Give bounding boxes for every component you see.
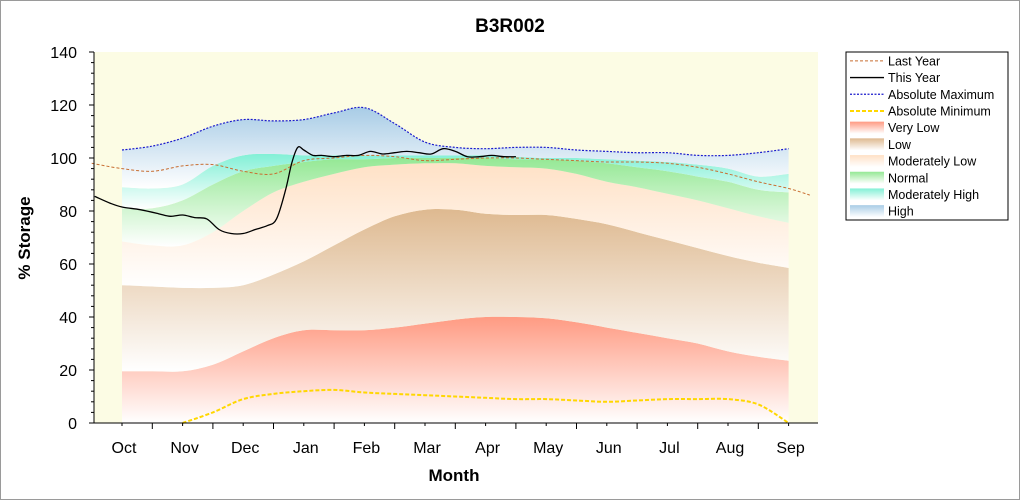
- y-tick-label: 80: [59, 204, 77, 221]
- y-tick-label: 120: [50, 98, 77, 115]
- y-tick-label: 60: [59, 257, 77, 274]
- legend-swatch-fill: [850, 121, 884, 134]
- plot-area: [91, 52, 818, 424]
- x-tick-label: Feb: [353, 440, 381, 457]
- x-tick-label: May: [533, 440, 563, 457]
- x-tick-label: Jun: [596, 440, 622, 457]
- legend-label: Moderately High: [888, 188, 979, 202]
- series-line-this-year: [94, 146, 516, 235]
- series-line-last-year: [91, 154, 810, 196]
- legend-swatch-fill: [850, 205, 884, 218]
- legend: Last Year This Year Absolute Maximum Absolu…: [845, 51, 1009, 221]
- legend-label: Low: [888, 138, 912, 152]
- legend-label: Very Low: [888, 121, 940, 135]
- legend-label: Last Year: [888, 54, 940, 68]
- legend-label: This Year: [888, 71, 940, 85]
- y-tick-label: 20: [59, 363, 77, 380]
- legend-swatch-fill: [850, 188, 884, 201]
- x-tick-label: Aug: [716, 440, 744, 457]
- x-tick-label: Nov: [170, 440, 198, 457]
- x-tick-label: Oct: [112, 440, 137, 457]
- band-very-low: [122, 316, 789, 423]
- band-low: [122, 209, 789, 372]
- band-normal: [122, 157, 789, 247]
- legend-label: Normal: [888, 171, 928, 185]
- x-tick-label: Jan: [293, 440, 319, 457]
- x-tick-label: Dec: [231, 440, 259, 457]
- x-axis-title: Month: [429, 466, 480, 485]
- legend-label: Moderately Low: [888, 155, 977, 169]
- x-tick-label: Apr: [475, 440, 501, 457]
- chart-title: B3R002: [475, 16, 545, 37]
- legend-label: Absolute Maximum: [888, 88, 994, 102]
- legend-swatch-fill: [850, 171, 884, 184]
- y-axis-title: % Storage: [15, 196, 34, 279]
- x-tick-label: Sep: [776, 440, 805, 457]
- series-line-abs-max: [121, 106, 789, 157]
- legend-swatch-fill: [850, 138, 884, 151]
- band-mod-low: [122, 163, 789, 289]
- axes: 0 20 40 60 80 100 120 140 Oct Nov Dec Jan Feb Mar Apr M…: [50, 45, 818, 457]
- band-high: [122, 107, 789, 189]
- x-tick-label: Jul: [659, 440, 679, 457]
- y-tick-label: 40: [59, 310, 77, 327]
- legend-swatch-fill: [850, 155, 884, 168]
- legend-label: High: [888, 205, 914, 219]
- series-line-abs-min: [182, 388, 790, 424]
- x-tick-label: Mar: [413, 440, 441, 457]
- legend-label: Absolute Minimum: [888, 104, 991, 118]
- y-tick-label: 100: [50, 151, 77, 168]
- y-tick-label: 0: [68, 416, 77, 433]
- y-tick-label: 140: [50, 45, 77, 62]
